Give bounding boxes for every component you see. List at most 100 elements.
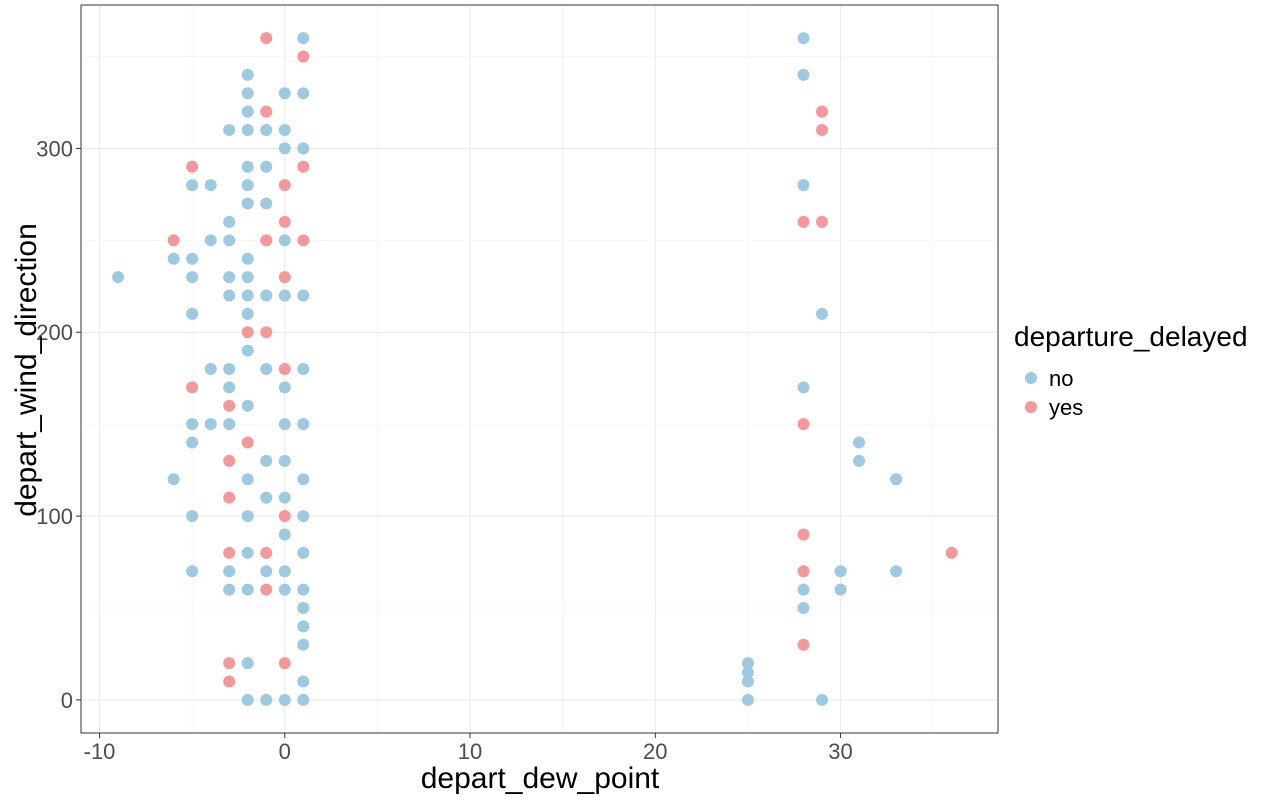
point-no xyxy=(741,666,754,679)
data-points xyxy=(112,32,958,706)
point-yes xyxy=(278,510,291,523)
point-no xyxy=(278,693,291,706)
point-no xyxy=(260,160,273,173)
point-no xyxy=(223,289,236,302)
point-no xyxy=(297,289,310,302)
x-axis-title: depart_dew_point xyxy=(421,762,660,795)
point-no xyxy=(297,473,310,486)
point-no xyxy=(241,197,254,210)
point-no xyxy=(186,565,199,578)
point-yes xyxy=(223,454,236,467)
point-no xyxy=(260,124,273,137)
point-no xyxy=(297,546,310,559)
point-yes xyxy=(816,124,829,137)
point-no xyxy=(223,363,236,375)
legend: departure_delayed no yes xyxy=(1014,321,1248,420)
point-no xyxy=(890,565,903,578)
point-yes xyxy=(260,546,273,559)
point-yes xyxy=(223,657,236,670)
point-no xyxy=(297,693,310,706)
point-no xyxy=(241,344,254,357)
point-no xyxy=(297,510,310,523)
point-no xyxy=(278,528,291,541)
point-no xyxy=(241,87,254,100)
point-no xyxy=(241,307,254,320)
point-no xyxy=(278,142,291,155)
point-no xyxy=(223,381,236,394)
point-yes xyxy=(797,418,810,431)
point-no xyxy=(278,583,291,596)
point-no xyxy=(204,418,217,431)
point-no xyxy=(223,124,236,137)
point-no xyxy=(241,124,254,137)
point-yes xyxy=(797,215,810,228)
point-no xyxy=(241,546,254,559)
point-no xyxy=(278,124,291,137)
point-yes xyxy=(297,234,310,247)
x-tick-label: 20 xyxy=(643,739,667,764)
x-tick-label: 30 xyxy=(828,739,852,764)
point-no xyxy=(797,68,810,81)
point-no xyxy=(204,363,217,375)
point-no xyxy=(167,473,180,486)
point-no xyxy=(241,68,254,81)
point-yes xyxy=(260,105,273,118)
point-yes xyxy=(167,234,180,247)
point-no xyxy=(223,271,236,284)
point-no xyxy=(260,197,273,210)
point-no xyxy=(797,583,810,596)
point-no xyxy=(241,105,254,118)
point-yes xyxy=(260,326,273,339)
point-no xyxy=(241,289,254,302)
point-yes xyxy=(297,50,310,63)
point-no xyxy=(223,583,236,596)
point-no xyxy=(890,473,903,486)
point-no xyxy=(260,693,273,706)
point-no xyxy=(186,307,199,320)
point-no xyxy=(260,565,273,578)
point-no xyxy=(278,491,291,504)
point-no xyxy=(297,620,310,633)
point-yes xyxy=(278,657,291,670)
point-yes xyxy=(816,215,829,228)
point-yes xyxy=(278,179,291,192)
point-no xyxy=(223,234,236,247)
panel-border xyxy=(80,4,999,734)
point-yes xyxy=(186,381,199,394)
point-yes xyxy=(797,528,810,541)
point-yes xyxy=(816,105,829,118)
point-no xyxy=(241,179,254,192)
point-no xyxy=(278,454,291,467)
point-no xyxy=(278,87,291,100)
point-no xyxy=(834,583,847,596)
point-no xyxy=(241,657,254,670)
point-no xyxy=(297,638,310,651)
point-no xyxy=(241,252,254,265)
point-no xyxy=(241,510,254,523)
legend-key-yes xyxy=(1025,401,1037,413)
point-no xyxy=(297,142,310,155)
x-tick-label: 10 xyxy=(458,739,482,764)
point-no xyxy=(853,454,866,467)
point-no xyxy=(204,179,217,192)
point-no xyxy=(834,565,847,578)
point-yes xyxy=(241,326,254,339)
point-no xyxy=(297,675,310,688)
legend-label-yes: yes xyxy=(1049,395,1083,420)
point-no xyxy=(241,160,254,173)
point-no xyxy=(223,215,236,228)
point-no xyxy=(297,601,310,614)
point-no xyxy=(278,381,291,394)
point-yes xyxy=(945,546,958,559)
legend-key-no xyxy=(1025,372,1037,384)
point-no xyxy=(186,271,199,284)
y-tick-label: 100 xyxy=(36,504,73,529)
point-no xyxy=(797,179,810,192)
point-no xyxy=(278,565,291,578)
point-no xyxy=(241,693,254,706)
point-no xyxy=(297,363,310,375)
point-yes xyxy=(260,234,273,247)
point-no xyxy=(797,601,810,614)
point-no xyxy=(278,289,291,302)
point-yes xyxy=(223,399,236,412)
